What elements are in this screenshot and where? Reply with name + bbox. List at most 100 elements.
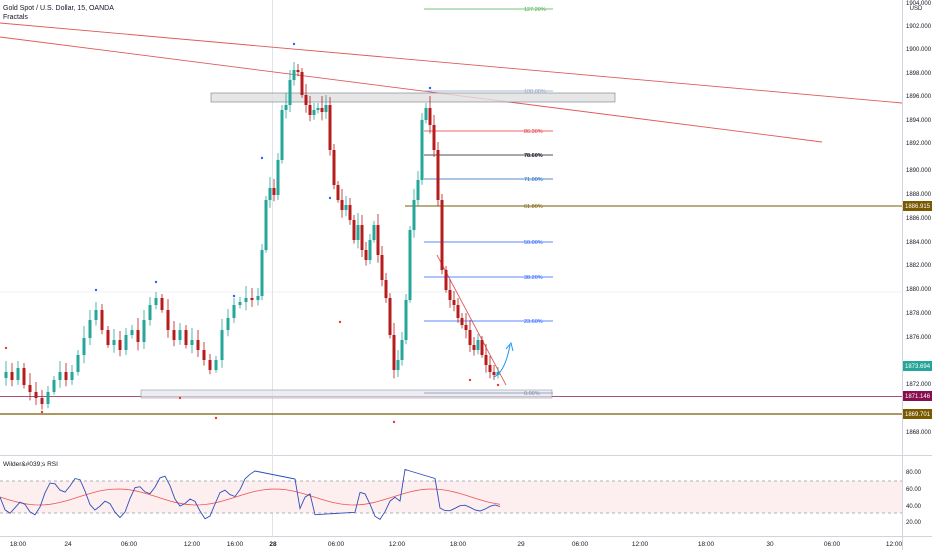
candle-body[interactable] xyxy=(292,70,296,80)
candle-body[interactable] xyxy=(420,120,424,180)
candle-body[interactable] xyxy=(268,188,272,200)
candle-body[interactable] xyxy=(448,290,452,300)
candle-body[interactable] xyxy=(280,110,284,160)
candle-body[interactable] xyxy=(178,330,182,340)
candle-body[interactable] xyxy=(190,340,194,345)
candle-body[interactable] xyxy=(464,325,468,330)
candle-body[interactable] xyxy=(184,330,188,345)
candle-body[interactable] xyxy=(324,105,328,112)
candle-body[interactable] xyxy=(244,298,248,302)
candle-body[interactable] xyxy=(106,330,110,345)
candle-body[interactable] xyxy=(312,110,316,115)
candle-body[interactable] xyxy=(440,200,444,270)
candle-body[interactable] xyxy=(160,298,164,310)
candle-body[interactable] xyxy=(424,108,428,120)
candle-body[interactable] xyxy=(376,225,380,255)
candle-body[interactable] xyxy=(344,205,348,210)
candle-body[interactable] xyxy=(250,298,254,300)
candle-body[interactable] xyxy=(316,108,320,110)
candle-body[interactable] xyxy=(392,335,396,370)
candle-body[interactable] xyxy=(148,305,152,320)
projection-arrow[interactable] xyxy=(493,344,511,378)
candle-body[interactable] xyxy=(480,340,484,355)
candle-body[interactable] xyxy=(256,296,260,300)
candle-body[interactable] xyxy=(166,310,170,330)
candle-body[interactable] xyxy=(396,360,400,370)
candle-body[interactable] xyxy=(16,368,20,380)
candle-body[interactable] xyxy=(360,225,364,250)
candle-body[interactable] xyxy=(208,360,212,370)
trendline-lower[interactable] xyxy=(0,36,823,143)
candle-body[interactable] xyxy=(130,330,134,335)
candle-body[interactable] xyxy=(4,372,8,378)
candle-body[interactable] xyxy=(238,302,242,305)
candle-body[interactable] xyxy=(272,188,276,195)
candle-body[interactable] xyxy=(124,335,128,350)
candle-body[interactable] xyxy=(308,105,312,115)
candle-body[interactable] xyxy=(94,310,98,320)
candle-body[interactable] xyxy=(226,318,230,330)
candle-body[interactable] xyxy=(288,80,292,105)
candle-body[interactable] xyxy=(142,320,146,342)
candle-body[interactable] xyxy=(436,150,440,200)
candle-body[interactable] xyxy=(328,105,332,150)
candle-body[interactable] xyxy=(100,310,104,330)
candle-body[interactable] xyxy=(364,250,368,260)
candles[interactable] xyxy=(4,62,500,410)
candle-body[interactable] xyxy=(380,255,384,280)
candle-body[interactable] xyxy=(456,305,460,318)
candle-body[interactable] xyxy=(476,340,480,350)
candle-body[interactable] xyxy=(22,368,26,385)
candle-body[interactable] xyxy=(260,250,264,296)
candle-body[interactable] xyxy=(28,385,32,392)
candle-body[interactable] xyxy=(40,398,44,404)
candle-body[interactable] xyxy=(76,355,80,372)
resistance-zone[interactable] xyxy=(210,92,616,103)
support-zone[interactable] xyxy=(140,389,553,399)
candle-body[interactable] xyxy=(264,200,268,250)
candle-body[interactable] xyxy=(428,108,432,125)
candle-body[interactable] xyxy=(136,330,140,342)
candle-body[interactable] xyxy=(284,105,288,110)
candle-body[interactable] xyxy=(58,372,62,380)
candle-body[interactable] xyxy=(220,330,224,360)
candle-body[interactable] xyxy=(118,340,122,350)
candle-body[interactable] xyxy=(214,360,218,370)
price-axis[interactable]: 1904.000 1902.000 1900.000 1898.000 1896.000… xyxy=(906,1,932,436)
candle-body[interactable] xyxy=(112,340,116,345)
candle-body[interactable] xyxy=(154,298,158,305)
fractals-indicator-label[interactable]: Fractals xyxy=(3,14,28,21)
candle-body[interactable] xyxy=(352,220,356,240)
candle-body[interactable] xyxy=(388,298,392,335)
candle-body[interactable] xyxy=(34,392,38,398)
candle-body[interactable] xyxy=(320,108,324,112)
candle-body[interactable] xyxy=(10,372,14,380)
candle-body[interactable] xyxy=(88,320,92,338)
candle-body[interactable] xyxy=(82,338,86,355)
candle-body[interactable] xyxy=(372,225,376,240)
candle-body[interactable] xyxy=(400,340,404,360)
candle-body[interactable] xyxy=(484,355,488,365)
candle-body[interactable] xyxy=(46,392,50,404)
candle-body[interactable] xyxy=(496,372,500,375)
candle-body[interactable] xyxy=(488,365,492,372)
rsi-indicator-label[interactable]: Wilder&#039;s RSI xyxy=(3,461,58,468)
candle-body[interactable] xyxy=(356,225,360,240)
candle-body[interactable] xyxy=(408,230,412,300)
time-axis[interactable]: 18:00 24 06:00 12:00 16:00 28 06:00 12:00 18:00 2… xyxy=(10,541,903,548)
candle-body[interactable] xyxy=(452,300,456,305)
candle-body[interactable] xyxy=(340,200,344,210)
candle-body[interactable] xyxy=(404,300,408,340)
candle-body[interactable] xyxy=(416,180,420,200)
candle-body[interactable] xyxy=(202,350,206,360)
candle-body[interactable] xyxy=(300,72,304,95)
candle-body[interactable] xyxy=(492,372,496,375)
candle-body[interactable] xyxy=(472,345,476,350)
candle-body[interactable] xyxy=(304,95,308,105)
candle-body[interactable] xyxy=(296,70,300,72)
candle-body[interactable] xyxy=(52,380,56,392)
candle-body[interactable] xyxy=(276,160,280,195)
candle-body[interactable] xyxy=(368,240,372,260)
candle-body[interactable] xyxy=(412,200,416,230)
